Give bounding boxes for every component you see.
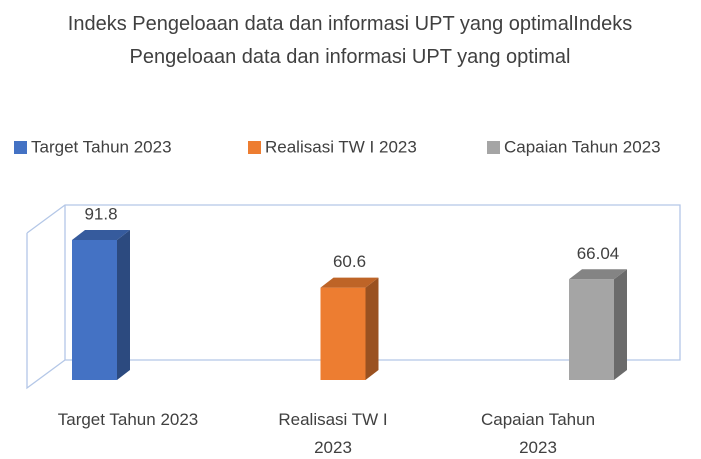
value-label: 66.04 bbox=[577, 244, 620, 263]
legend-swatch bbox=[248, 141, 261, 154]
bar-top bbox=[320, 277, 379, 288]
bar-front bbox=[320, 287, 366, 380]
walls bbox=[26, 204, 681, 390]
bar-side bbox=[614, 269, 627, 380]
legend-label: Capaian Tahun 2023 bbox=[504, 137, 661, 156]
bar bbox=[569, 269, 627, 380]
value-label: 60.6 bbox=[333, 252, 366, 271]
x-tick-label: Capaian Tahun 2023 bbox=[480, 410, 596, 457]
bar-top bbox=[569, 269, 627, 280]
legend-label: Realisasi TW I 2023 bbox=[265, 137, 417, 156]
x-tick-label: Target Tahun 2023 bbox=[57, 410, 199, 429]
bar bbox=[72, 230, 130, 380]
bar-top bbox=[72, 230, 130, 240]
bar-side bbox=[117, 230, 130, 380]
x-tick-label: Realisasi TW I 2023 bbox=[278, 410, 388, 457]
legend-swatch bbox=[487, 141, 500, 154]
bar-front bbox=[72, 240, 117, 380]
bar-side bbox=[365, 277, 379, 380]
chart-title: Indeks Pengeloaan data dan informasi UPT… bbox=[67, 13, 633, 68]
legend-swatch bbox=[14, 141, 27, 154]
bar bbox=[320, 277, 379, 380]
value-label: 91.8 bbox=[84, 204, 117, 223]
legend-label: Target Tahun 2023 bbox=[31, 137, 172, 156]
bar-front bbox=[569, 279, 614, 380]
